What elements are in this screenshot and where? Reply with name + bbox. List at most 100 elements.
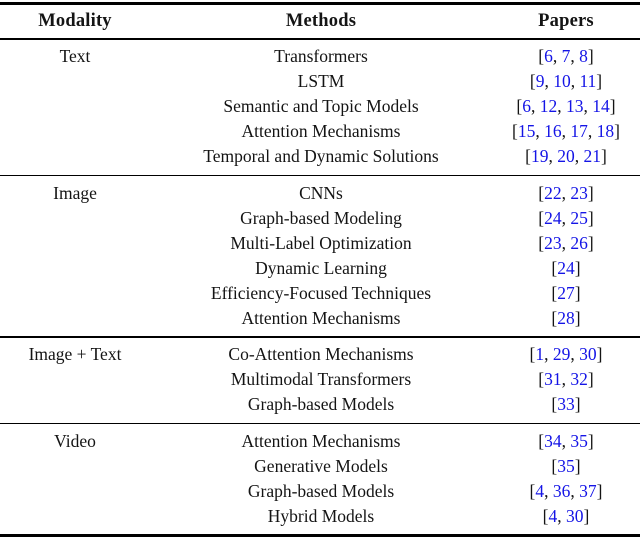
citation-link[interactable]: 8 — [579, 46, 588, 67]
citation-link[interactable]: 1 — [535, 344, 545, 365]
citation-link[interactable]: 16 — [544, 121, 562, 142]
citation-open-bracket: [ — [538, 369, 545, 390]
table-row: Hybrid Models [4, 30] — [0, 504, 640, 529]
citation-open-bracket: [ — [551, 455, 558, 476]
table-row: Attention Mechanisms [15, 16, 17, 18] — [0, 120, 640, 145]
citation-link[interactable]: 35 — [557, 455, 575, 476]
citation-link[interactable]: 17 — [570, 121, 588, 142]
citation-link[interactable]: 13 — [566, 96, 584, 117]
citation-separator: , — [561, 121, 571, 142]
citation-link[interactable]: 37 — [579, 480, 597, 501]
citation-link[interactable]: 20 — [557, 146, 575, 167]
citation-open-bracket: [ — [529, 71, 536, 92]
citation-link[interactable]: 22 — [544, 182, 562, 203]
table-row: Temporal and Dynamic Solutions [19, 20, 2… — [0, 145, 640, 170]
citation-separator: , — [552, 46, 562, 67]
citation-link[interactable]: 31 — [544, 369, 562, 390]
table-row: Efficiency-Focused Techniques [27] — [0, 281, 640, 306]
citation-separator: , — [535, 121, 545, 142]
method-cell: Transformers — [274, 46, 368, 67]
group-separator-rule — [0, 422, 640, 424]
citation-open-bracket: [ — [538, 232, 545, 253]
citation-link[interactable]: 24 — [544, 207, 562, 228]
citation-link[interactable]: 6 — [544, 46, 553, 67]
method-cell: CNNs — [299, 182, 343, 203]
modality-group: Image CNNs [22, 23] Graph-based Modeling [24… — [0, 176, 640, 336]
citation-separator: , — [544, 344, 553, 365]
citation-close-bracket: ] — [587, 232, 594, 253]
citation-link[interactable]: 15 — [517, 121, 536, 142]
table-row: Graph-based Models [33] — [0, 393, 640, 418]
citation-link[interactable]: 30 — [579, 344, 597, 365]
citation-link[interactable]: 18 — [596, 121, 615, 142]
citation-separator: , — [561, 182, 571, 203]
citation-open-bracket: [ — [538, 207, 545, 228]
papers-cell: [6, 7, 8] — [492, 48, 640, 66]
citation-close-bracket: ] — [574, 282, 581, 303]
citation-close-bracket: ] — [587, 430, 594, 451]
citation-link[interactable]: 11 — [579, 71, 597, 92]
citation-link[interactable]: 33 — [557, 394, 575, 415]
citation-link[interactable]: 10 — [553, 71, 571, 92]
citation-separator: , — [557, 96, 566, 117]
citation-open-bracket: [ — [512, 121, 518, 142]
citation-link[interactable]: 23 — [544, 232, 562, 253]
citation-link[interactable]: 34 — [544, 430, 562, 451]
papers-cell: [34, 35] — [492, 430, 640, 451]
citation-close-bracket: ] — [601, 146, 607, 167]
citation-link[interactable]: 24 — [557, 257, 575, 278]
citation-separator: , — [544, 480, 553, 501]
method-cell: Multimodal Transformers — [230, 369, 412, 390]
table-row: Image CNNs [22, 23] — [0, 181, 640, 206]
citation-link[interactable]: 12 — [539, 96, 558, 117]
citation-close-bracket: ] — [574, 394, 581, 415]
papers-cell: [19, 20, 21] — [492, 148, 640, 166]
table-row: Multimodal Transformers [31, 32] — [0, 368, 640, 393]
citation-link[interactable]: 14 — [592, 96, 610, 117]
table-row: Attention Mechanisms [28] — [0, 306, 640, 331]
citation-link[interactable]: 21 — [583, 146, 602, 167]
header-rule — [0, 38, 640, 40]
citation-separator: , — [561, 430, 571, 451]
papers-cell: [4, 30] — [492, 505, 640, 526]
table-row: Image + Text Co-Attention Mechanisms [1, 2… — [0, 343, 640, 368]
method-cell: Temporal and Dynamic Solutions — [203, 146, 439, 167]
citation-link[interactable]: 4 — [535, 480, 545, 501]
citation-link[interactable]: 6 — [522, 96, 531, 117]
citation-link[interactable]: 9 — [535, 71, 545, 92]
method-cell: Graph-based Models — [247, 480, 395, 501]
papers-cell: [24] — [492, 257, 640, 278]
citation-separator: , — [561, 369, 571, 390]
citation-separator: , — [587, 121, 597, 142]
method-cell: Graph-based Models — [247, 394, 395, 415]
citation-link[interactable]: 36 — [552, 480, 571, 501]
citation-link[interactable]: 28 — [557, 307, 575, 328]
modality-cell: Video — [54, 430, 96, 451]
papers-cell: [4, 36, 37] — [492, 480, 640, 501]
citation-open-bracket: [ — [551, 307, 558, 328]
papers-cell: [9, 10, 11] — [492, 73, 640, 91]
table-header-row: Modality Methods Papers — [0, 5, 640, 38]
papers-cell: [24, 25] — [492, 207, 640, 228]
citation-link[interactable]: 26 — [570, 232, 588, 253]
citation-link[interactable]: 35 — [570, 430, 588, 451]
papers-cell: [15, 16, 17, 18] — [492, 123, 640, 141]
citation-link[interactable]: 4 — [548, 505, 558, 526]
papers-cell: [33] — [492, 396, 640, 414]
header-methods: Methods — [285, 11, 357, 32]
citation-link[interactable]: 32 — [570, 369, 588, 390]
citation-link[interactable]: 7 — [561, 46, 571, 67]
citation-link[interactable]: 19 — [531, 146, 549, 167]
table-row: Graph-based Models [4, 36, 37] — [0, 479, 640, 504]
citation-close-bracket: ] — [574, 455, 581, 476]
papers-cell: [23, 26] — [492, 232, 640, 253]
citation-link[interactable]: 29 — [552, 344, 571, 365]
method-cell: Graph-based Modeling — [240, 207, 402, 228]
citation-link[interactable]: 30 — [566, 505, 584, 526]
citation-separator: , — [557, 505, 566, 526]
citation-link[interactable]: 27 — [557, 282, 575, 303]
table-row: Text Transformers [6, 7, 8] — [0, 45, 640, 70]
citation-link[interactable]: 25 — [570, 207, 588, 228]
citation-link[interactable]: 23 — [570, 182, 588, 203]
